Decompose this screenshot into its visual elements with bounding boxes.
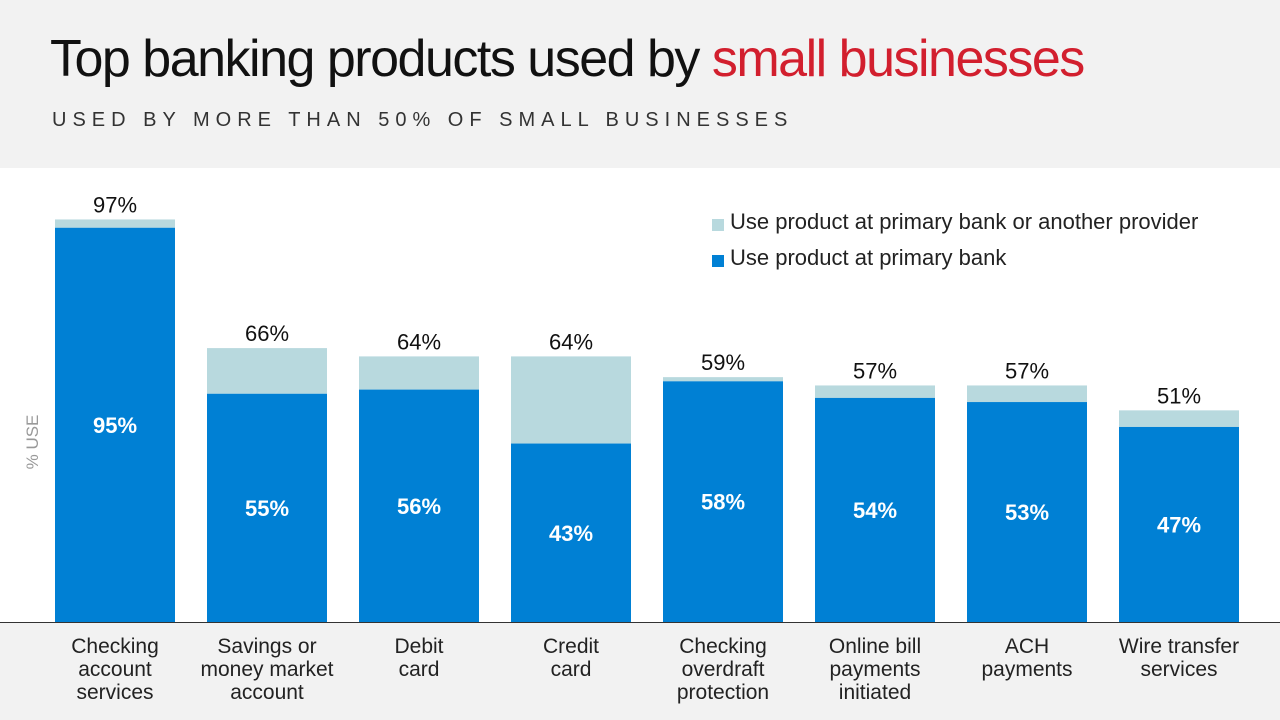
data-label-total: 64% xyxy=(549,329,593,354)
data-label-primary: 58% xyxy=(701,490,745,515)
bar-primary-segment xyxy=(207,393,327,622)
category-label-line: card xyxy=(551,658,592,681)
bar-primary-segment xyxy=(815,397,935,622)
bar-primary-segment xyxy=(1119,426,1239,622)
data-label-primary: 47% xyxy=(1157,512,1201,537)
category-label-line: account xyxy=(230,681,304,704)
category-label-line: initiated xyxy=(839,681,911,704)
data-label-primary: 54% xyxy=(853,498,897,523)
category-label-line: card xyxy=(399,658,440,681)
data-label-total: 64% xyxy=(397,329,441,354)
page-title: Top banking products used by small busin… xyxy=(50,30,1085,90)
bar-primary-segment xyxy=(511,443,631,622)
data-label-primary: 56% xyxy=(397,494,441,519)
category-label-line: services xyxy=(1140,658,1217,681)
category-label-line: Debit xyxy=(394,635,443,658)
data-label-primary: 95% xyxy=(93,413,137,438)
data-label-total: 66% xyxy=(245,321,289,346)
category-label-line: payments xyxy=(829,658,920,681)
category-label-line: Online bill xyxy=(829,635,921,658)
bar-total-segment xyxy=(207,348,327,394)
legend-item-total: Use product at primary bank or another p… xyxy=(712,204,1198,240)
legend-item-primary: Use product at primary bank xyxy=(712,240,1198,276)
legend: Use product at primary bank or another p… xyxy=(712,204,1198,276)
title-accent: small businesses xyxy=(711,30,1085,88)
category-band xyxy=(0,622,1280,720)
category-label-line: payments xyxy=(981,658,1072,681)
data-label-total: 59% xyxy=(701,350,745,375)
category-label-line: Savings or xyxy=(217,635,316,658)
category-label-line: Checking xyxy=(679,635,767,658)
data-label-primary: 43% xyxy=(549,521,593,546)
data-label-total: 97% xyxy=(93,192,137,217)
category-label-line: ACH xyxy=(1005,635,1049,658)
bar-total-segment xyxy=(815,385,935,398)
category-label-line: money market xyxy=(200,658,333,681)
header-band xyxy=(0,0,1280,168)
legend-swatch-primary xyxy=(712,255,724,267)
bar-primary-segment xyxy=(663,381,783,622)
bar-total-segment xyxy=(55,219,175,228)
data-label-primary: 55% xyxy=(245,496,289,521)
bar-total-segment xyxy=(511,356,631,444)
data-label-total: 57% xyxy=(853,358,897,383)
bar-total-segment xyxy=(663,377,783,382)
bar-total-segment xyxy=(359,356,479,390)
bar-primary-segment xyxy=(359,389,479,622)
page-subtitle: USED BY MORE THAN 50% OF SMALL BUSINESSE… xyxy=(52,109,794,131)
data-label-primary: 53% xyxy=(1005,500,1049,525)
bar-total-segment xyxy=(1119,410,1239,427)
legend-label-total: Use product at primary bank or another p… xyxy=(730,209,1199,234)
category-label-line: Credit xyxy=(543,635,599,658)
bar-primary-segment xyxy=(55,227,175,622)
data-label-total: 57% xyxy=(1005,358,1049,383)
chart-baseline xyxy=(0,622,1280,623)
bar-primary-segment xyxy=(967,402,1087,622)
data-label-total: 51% xyxy=(1157,383,1201,408)
legend-label-primary: Use product at primary bank xyxy=(730,245,1007,270)
category-label-line: Checking xyxy=(71,635,159,658)
category-label-line: protection xyxy=(677,681,769,704)
bar-total-segment xyxy=(967,385,1087,403)
category-label-line: services xyxy=(76,681,153,704)
legend-swatch-total xyxy=(712,219,724,231)
category-label-line: Wire transfer xyxy=(1119,635,1239,658)
title-main: Top banking products used by xyxy=(50,30,712,88)
category-label-line: account xyxy=(78,658,152,681)
category-label-line: overdraft xyxy=(682,658,765,681)
